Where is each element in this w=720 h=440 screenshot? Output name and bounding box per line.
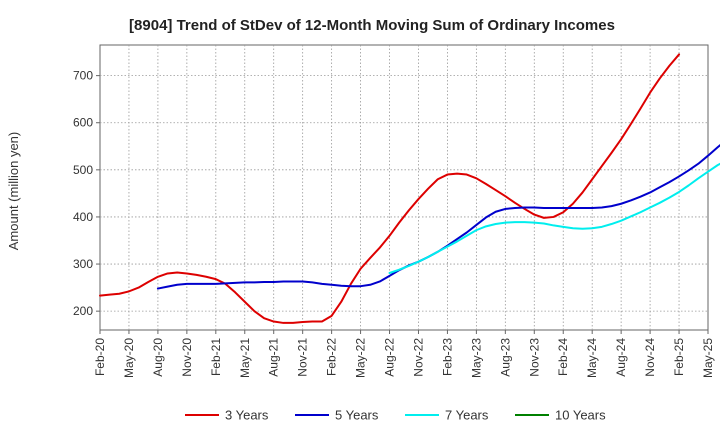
legend-label-10-years: 10 Years (555, 408, 606, 423)
x-tick-label: Aug-24 (614, 338, 628, 377)
x-tick-label: May-24 (585, 338, 599, 378)
x-tick-label: May-21 (238, 338, 252, 378)
x-tick-label: Nov-20 (180, 338, 194, 377)
x-tick-label: Feb-22 (325, 338, 339, 376)
x-tick-label: Feb-20 (93, 338, 107, 376)
series-lines (99, 53, 720, 324)
x-tick-label: Feb-24 (556, 338, 570, 376)
x-tick-label: May-23 (469, 338, 483, 378)
y-tick-label: 500 (73, 163, 93, 177)
x-tick-label: Feb-25 (672, 338, 686, 376)
x-tick-label: Aug-22 (383, 338, 397, 377)
x-tick-label: Aug-23 (498, 338, 512, 377)
series-line-5-years (156, 143, 720, 290)
chart-title: [8904] Trend of StDev of 12-Month Moving… (129, 17, 615, 34)
y-tick-label: 700 (73, 69, 93, 83)
x-tick-label: Aug-20 (151, 338, 165, 377)
y-axis-label: Amount (million yen) (6, 132, 21, 251)
y-axis-ticks: 200 300 400 500 600 700 (73, 69, 100, 318)
x-tick-label: Feb-21 (209, 338, 223, 376)
legend: 3 Years 5 Years 7 Years 10 Years (185, 408, 606, 423)
x-tick-label: Nov-22 (411, 338, 425, 377)
x-tick-label: May-25 (701, 338, 715, 378)
series-line-3-years (99, 53, 681, 324)
x-axis-ticks: Feb-20 May-20 Aug-20 Nov-20 Feb-21 May-21 Aug-… (93, 330, 715, 378)
x-tick-label: Feb-23 (440, 338, 454, 376)
y-tick-label: 400 (73, 210, 93, 224)
y-tick-label: 600 (73, 116, 93, 130)
y-tick-label: 300 (73, 257, 93, 271)
x-tick-label: May-20 (122, 338, 136, 378)
x-tick-label: Nov-23 (527, 338, 541, 377)
y-tick-label: 200 (73, 304, 93, 318)
legend-label-7-years: 7 Years (445, 408, 489, 423)
x-tick-label: Aug-21 (267, 338, 281, 377)
x-tick-label: Nov-21 (296, 338, 310, 377)
legend-label-3-years: 3 Years (225, 408, 269, 423)
plot-area (99, 44, 709, 331)
series-line-7-years (388, 162, 720, 274)
legend-label-5-years: 5 Years (335, 408, 379, 423)
x-tick-label: Nov-24 (643, 338, 657, 377)
x-tick-label: May-22 (354, 338, 368, 378)
